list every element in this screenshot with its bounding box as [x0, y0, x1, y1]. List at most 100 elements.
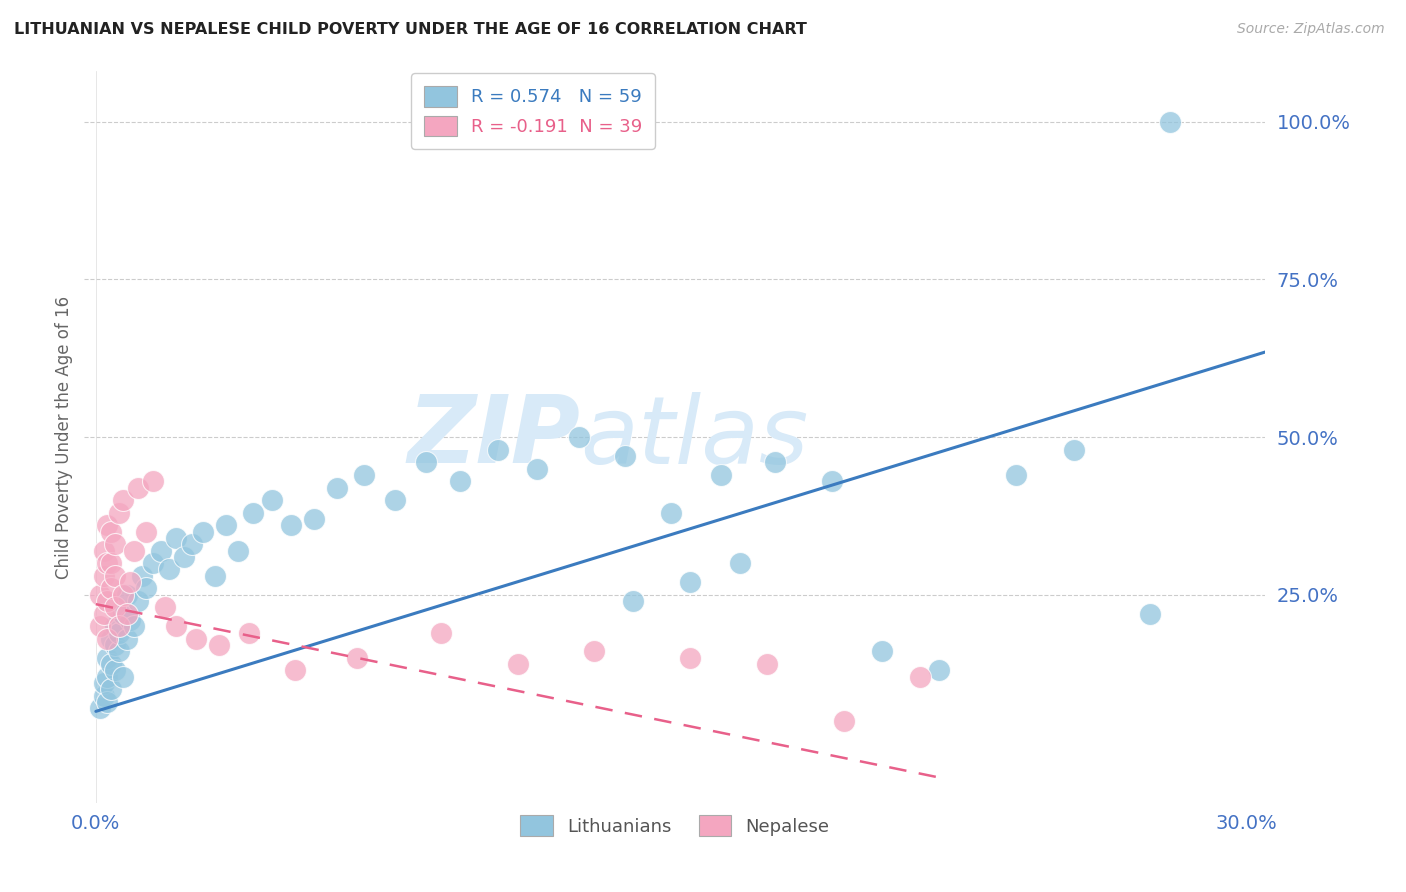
Y-axis label: Child Poverty Under the Age of 16: Child Poverty Under the Age of 16 — [55, 295, 73, 579]
Point — [108, 644, 131, 658]
Point — [262, 493, 284, 508]
Point — [96, 650, 118, 665]
Point — [100, 682, 122, 697]
Point — [238, 625, 260, 640]
Point — [108, 619, 131, 633]
Text: Source: ZipAtlas.com: Source: ZipAtlas.com — [1237, 22, 1385, 37]
Point — [583, 644, 606, 658]
Point — [122, 543, 145, 558]
Point — [96, 518, 118, 533]
Text: ZIP: ZIP — [408, 391, 581, 483]
Point — [193, 524, 215, 539]
Point — [111, 493, 134, 508]
Point — [184, 632, 207, 646]
Point — [135, 524, 157, 539]
Point — [120, 613, 142, 627]
Point — [100, 524, 122, 539]
Point — [415, 455, 437, 469]
Point — [96, 632, 118, 646]
Point — [165, 619, 187, 633]
Point — [104, 664, 127, 678]
Point — [614, 449, 637, 463]
Point — [104, 619, 127, 633]
Point — [1159, 115, 1181, 129]
Point — [870, 644, 893, 658]
Point — [153, 600, 176, 615]
Point — [96, 670, 118, 684]
Point — [710, 467, 733, 482]
Point — [204, 569, 226, 583]
Point — [755, 657, 778, 671]
Point — [165, 531, 187, 545]
Point — [111, 588, 134, 602]
Point — [1139, 607, 1161, 621]
Point — [180, 537, 202, 551]
Point — [111, 670, 134, 684]
Point — [526, 461, 548, 475]
Point — [449, 474, 471, 488]
Point — [910, 670, 932, 684]
Point — [928, 664, 950, 678]
Point — [157, 562, 180, 576]
Point — [108, 506, 131, 520]
Point — [96, 695, 118, 709]
Point — [679, 650, 702, 665]
Point — [89, 701, 111, 715]
Point — [93, 676, 115, 690]
Point — [104, 600, 127, 615]
Point — [326, 481, 349, 495]
Point — [115, 588, 138, 602]
Point — [93, 689, 115, 703]
Point — [111, 607, 134, 621]
Point — [100, 657, 122, 671]
Point — [131, 569, 153, 583]
Point — [621, 594, 644, 608]
Point — [96, 594, 118, 608]
Point — [93, 569, 115, 583]
Point — [142, 556, 165, 570]
Point — [127, 594, 149, 608]
Point — [115, 632, 138, 646]
Point — [284, 664, 307, 678]
Point — [100, 556, 122, 570]
Point — [763, 455, 786, 469]
Point — [115, 607, 138, 621]
Point — [142, 474, 165, 488]
Point — [108, 625, 131, 640]
Point — [1005, 467, 1028, 482]
Point — [104, 638, 127, 652]
Point — [173, 549, 195, 564]
Point — [242, 506, 264, 520]
Point — [346, 650, 368, 665]
Text: atlas: atlas — [581, 392, 808, 483]
Point — [96, 556, 118, 570]
Point — [832, 714, 855, 728]
Point — [93, 543, 115, 558]
Point — [280, 518, 302, 533]
Point — [100, 582, 122, 596]
Point — [506, 657, 529, 671]
Point — [207, 638, 229, 652]
Point — [150, 543, 173, 558]
Point — [1063, 442, 1085, 457]
Point — [430, 625, 453, 640]
Point — [89, 619, 111, 633]
Point — [659, 506, 682, 520]
Point — [226, 543, 249, 558]
Point — [304, 512, 326, 526]
Point — [104, 537, 127, 551]
Point — [93, 607, 115, 621]
Point — [120, 575, 142, 590]
Point — [104, 569, 127, 583]
Point — [215, 518, 238, 533]
Point — [821, 474, 844, 488]
Text: LITHUANIAN VS NEPALESE CHILD POVERTY UNDER THE AGE OF 16 CORRELATION CHART: LITHUANIAN VS NEPALESE CHILD POVERTY UND… — [14, 22, 807, 37]
Point — [122, 619, 145, 633]
Point — [100, 632, 122, 646]
Point — [353, 467, 375, 482]
Point — [488, 442, 510, 457]
Point — [135, 582, 157, 596]
Point — [679, 575, 702, 590]
Legend: Lithuanians, Nepalese: Lithuanians, Nepalese — [508, 803, 842, 848]
Point — [568, 430, 591, 444]
